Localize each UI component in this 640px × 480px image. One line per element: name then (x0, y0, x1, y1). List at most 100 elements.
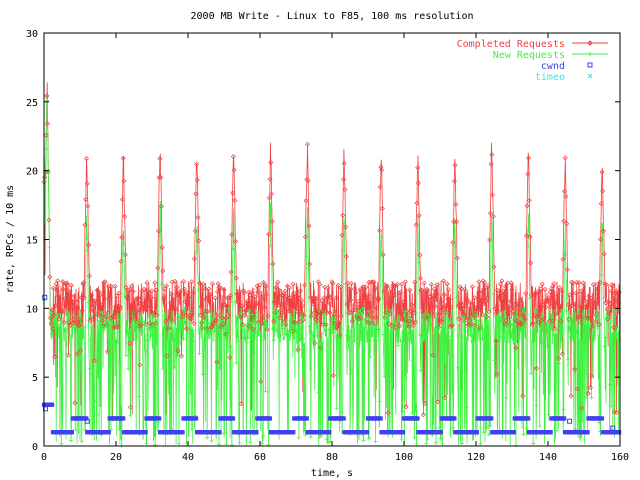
new-requests-point (309, 330, 314, 335)
x-tick-label: 60 (254, 452, 266, 463)
completed-requests-point (405, 318, 411, 324)
new-requests-point (67, 333, 72, 338)
new-requests-point (390, 325, 395, 330)
completed-requests-point (558, 318, 564, 324)
completed-requests-point (374, 296, 380, 302)
completed-requests-point (60, 287, 66, 293)
completed-requests-point (114, 293, 120, 299)
completed-requests-point (89, 305, 95, 311)
completed-requests-point (160, 268, 166, 274)
completed-requests-point (140, 305, 146, 311)
new-requests-point (483, 323, 488, 328)
completed-requests-point (239, 303, 245, 309)
completed-requests-point (81, 280, 87, 286)
new-requests-point (321, 312, 326, 317)
completed-requests-point (289, 300, 295, 306)
new-requests-point (588, 322, 593, 327)
new-requests-point (583, 316, 588, 321)
new-requests-point (360, 306, 365, 311)
new-requests-point (471, 325, 476, 330)
completed-requests-point (258, 379, 264, 385)
new-requests-point (138, 311, 143, 316)
new-requests-point (127, 335, 132, 340)
new-requests-point (388, 332, 393, 337)
new-requests-point (164, 312, 169, 317)
completed-requests-point (259, 320, 265, 326)
completed-requests-point (556, 356, 562, 362)
completed-requests-point (157, 156, 163, 162)
completed-requests-point (78, 348, 84, 354)
new-requests-point (509, 334, 514, 339)
completed-requests-point (248, 290, 254, 296)
completed-requests-point (296, 292, 302, 298)
new-requests-point (399, 437, 404, 442)
completed-requests-point (587, 300, 593, 306)
completed-requests-point (106, 283, 112, 289)
completed-requests-point (246, 323, 252, 329)
completed-requests-point (496, 294, 502, 300)
completed-requests-point (441, 278, 447, 284)
completed-requests-point (198, 304, 204, 310)
new-requests-point (56, 322, 61, 327)
new-requests-point (403, 376, 408, 381)
completed-requests-point (472, 295, 478, 301)
new-requests-point (59, 441, 64, 446)
new-requests-point (549, 326, 554, 331)
new-requests-point (78, 326, 83, 331)
completed-requests-point (415, 180, 421, 186)
new-requests-point (87, 366, 92, 371)
completed-requests-point (322, 284, 328, 290)
new-requests-point (537, 423, 542, 428)
completed-requests-point (599, 169, 605, 175)
new-requests-point (121, 251, 126, 256)
completed-requests-point (473, 305, 479, 311)
new-requests-point (447, 334, 451, 339)
completed-requests-point (230, 154, 236, 160)
completed-requests-point (433, 291, 439, 297)
completed-requests-point (490, 192, 496, 198)
completed-requests-point (603, 282, 609, 288)
new-requests-point (44, 147, 49, 152)
completed-requests-point (433, 296, 439, 302)
completed-requests-point (191, 321, 197, 327)
completed-requests-point (541, 316, 547, 322)
completed-requests-point (271, 318, 277, 324)
new-requests-point (363, 319, 368, 324)
new-requests-point (189, 325, 194, 330)
completed-requests-point (340, 212, 346, 218)
new-requests-point (462, 315, 467, 320)
completed-requests-point (481, 301, 487, 307)
completed-requests-point (78, 294, 84, 300)
completed-requests-point (194, 161, 200, 167)
completed-requests-point (48, 321, 54, 327)
new-requests-point (280, 326, 285, 331)
cwnd-point (341, 416, 346, 421)
new-requests-point (508, 318, 513, 323)
completed-requests-point (357, 287, 363, 293)
new-requests-point (566, 319, 571, 324)
new-requests-point (288, 328, 293, 333)
new-requests-point (533, 308, 538, 313)
new-requests-point (463, 307, 468, 312)
completed-requests-point (80, 281, 86, 287)
completed-requests-point (575, 386, 581, 392)
completed-requests-point (600, 188, 606, 194)
new-requests-point (294, 340, 299, 345)
completed-requests-point (212, 318, 218, 324)
new-requests-point (342, 220, 347, 225)
completed-requests-point (158, 174, 164, 180)
completed-requests-point (44, 93, 50, 99)
completed-requests-point (112, 283, 118, 289)
completed-requests-point (469, 284, 475, 290)
completed-requests-point (601, 251, 607, 257)
new-requests-point (52, 327, 57, 332)
new-requests-point (429, 321, 434, 326)
new-requests-point (346, 345, 351, 350)
new-requests-point (536, 317, 541, 322)
completed-requests-point (485, 295, 491, 301)
completed-requests-point (162, 286, 168, 292)
completed-requests-point (349, 318, 355, 324)
new-requests-point (70, 325, 75, 330)
completed-requests-point (579, 405, 585, 411)
completed-requests-point (46, 217, 52, 223)
